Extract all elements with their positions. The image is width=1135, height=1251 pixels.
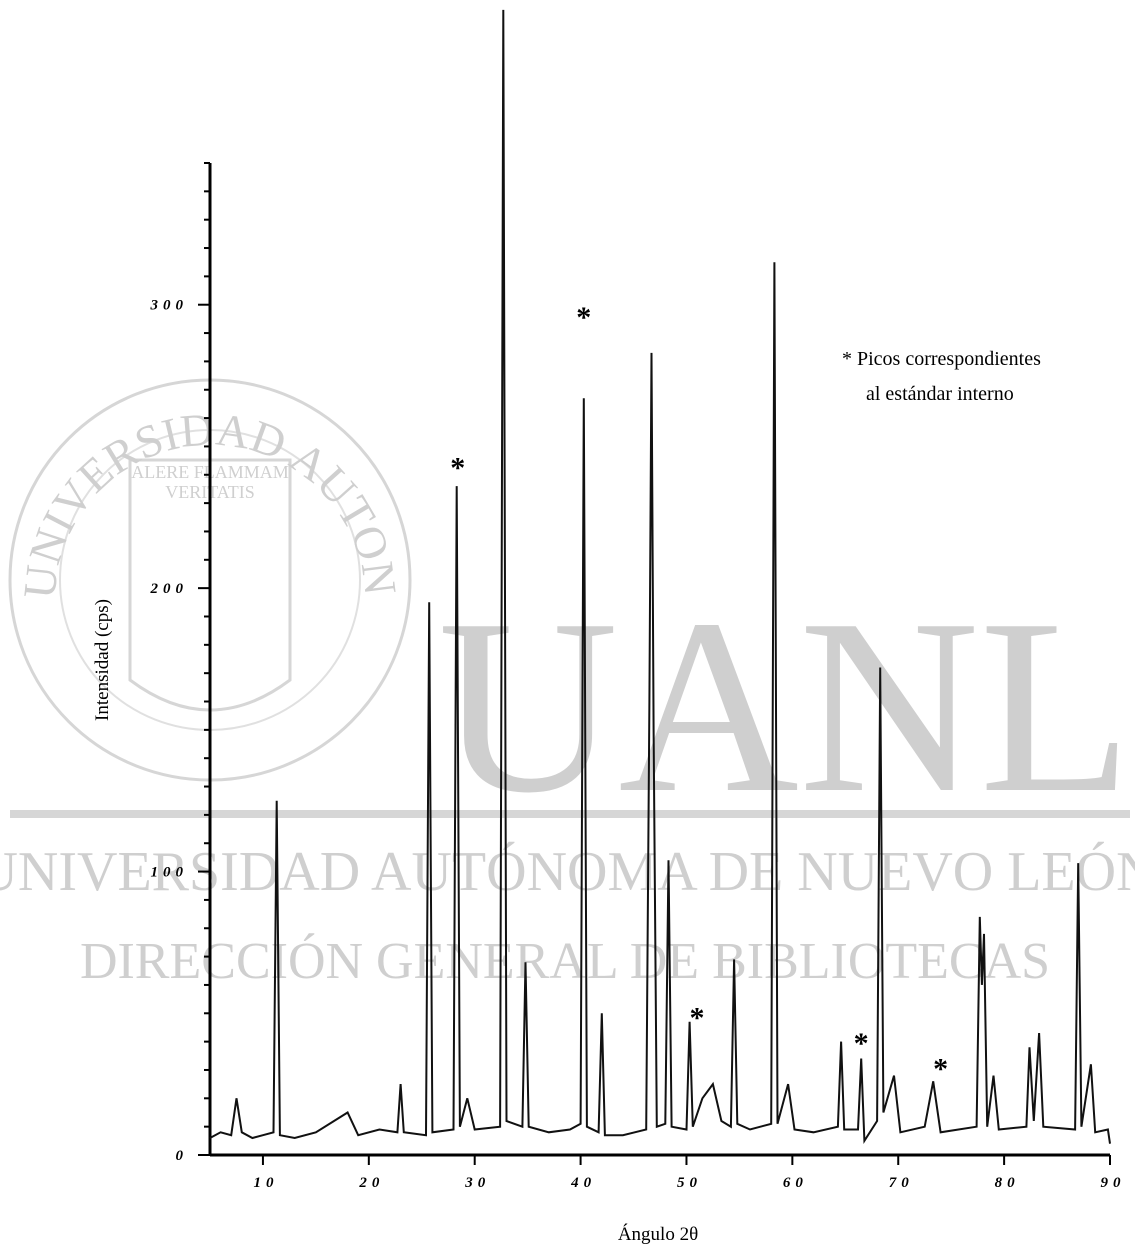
peak-marker: *: [933, 1052, 948, 1085]
watermark-line: DIRECCIÓN GENERAL DE BIBLIOTECAS: [80, 932, 1050, 990]
note-line: al estándar interno: [866, 383, 1014, 405]
seal-shield: [128, 458, 292, 712]
peak-marker: *: [854, 1027, 869, 1060]
x-tick-label: 30: [464, 1175, 490, 1191]
y-tick-label: 200: [150, 581, 189, 597]
peak-marker: *: [450, 451, 465, 484]
watermark-bar: [10, 810, 1130, 818]
peak-marker: *: [690, 1001, 705, 1034]
y-tick-label: 100: [151, 865, 189, 881]
x-axis-label: Ángulo 2θ: [618, 1223, 698, 1245]
x-tick-label: 70: [889, 1175, 914, 1191]
x-tick-label: 60: [783, 1175, 808, 1191]
x-tick-label: 40: [570, 1175, 596, 1191]
y-tick-label: 0: [176, 1148, 189, 1164]
x-tick-label: 20: [358, 1175, 384, 1191]
watermark-line: UNIVERSIDAD AUTÓNOMA DE NUEVO LEÓN: [0, 840, 1135, 903]
x-tick-label: 50: [677, 1175, 702, 1191]
x-tick-label: 90: [1101, 1175, 1126, 1191]
x-tick-label: 10: [253, 1175, 278, 1191]
watermark: UNIVERSIDAD AUTONOMA DE NUEVO LEON ALERE…: [0, 0, 1135, 990]
note-line: * Picos correspondientes: [842, 348, 1041, 370]
x-tick-label: 80: [995, 1175, 1020, 1191]
y-axis-label: Intensidad (cps): [92, 599, 113, 721]
watermark-big: UANL: [438, 568, 1132, 845]
pattern-line: [209, 9, 1111, 1145]
seal-text: UNIVERSIDAD AUTONOMA DE NUEVO LEON: [0, 0, 407, 601]
peak-marker: *: [576, 301, 591, 334]
y-tick-label: 300: [150, 298, 189, 314]
seal-text-path: UNIVERSIDAD AUTONOMA DE NUEVO LEON: [0, 0, 407, 601]
